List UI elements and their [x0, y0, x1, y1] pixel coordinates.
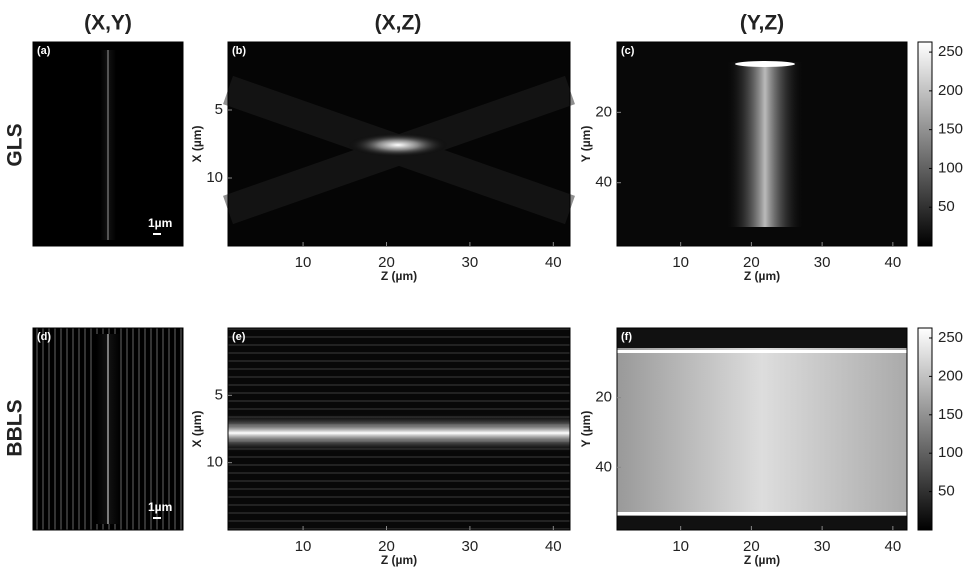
y-tick-label: 10	[206, 169, 223, 186]
x-axis-label: Z (µm)	[744, 553, 780, 567]
x-axis-label: Z (µm)	[744, 269, 780, 283]
panel-frame	[616, 41, 908, 247]
panel-images	[33, 42, 907, 530]
colorbar-tick-label: 200	[938, 82, 963, 99]
panel-frame	[616, 327, 908, 531]
x-axis-label: Z (µm)	[381, 553, 417, 567]
panel-label: (c)	[621, 45, 635, 57]
x-tick-label: 20	[743, 254, 760, 271]
colorbar-tick-label: 100	[938, 444, 963, 461]
colorbar-tick-label: 150	[938, 406, 963, 423]
y-tick-label: 20	[595, 389, 612, 406]
x-tick-label: 10	[672, 254, 689, 271]
x-tick-label: 40	[545, 254, 562, 271]
y-tick-label: 10	[206, 454, 223, 471]
column-title: (X,Z)	[375, 12, 422, 35]
x-tick-label: 40	[885, 538, 902, 555]
y-tick-label: 20	[595, 103, 612, 120]
x-tick-label: 30	[814, 538, 831, 555]
scale-bar-label: 1µm	[148, 216, 172, 230]
colorbar-tick-label: 150	[938, 121, 963, 138]
x-tick-label: 30	[462, 538, 479, 555]
x-tick-label: 10	[295, 254, 312, 271]
column-title: (Y,Z)	[740, 12, 784, 35]
panel-frame	[32, 327, 184, 531]
x-axis-label: Z (µm)	[381, 269, 417, 283]
panel-label: (e)	[232, 331, 246, 343]
x-tick-label: 20	[743, 538, 760, 555]
y-axis-label: X (µm)	[190, 411, 204, 448]
colorbar-tick-label: 250	[938, 329, 963, 346]
x-tick-label: 10	[295, 538, 312, 555]
panel-frame	[227, 41, 571, 247]
panel-label: (b)	[232, 45, 246, 57]
y-axis-label: Y (µm)	[579, 126, 593, 163]
y-axis-label: Y (µm)	[579, 411, 593, 448]
panel-label: (a)	[37, 45, 51, 57]
y-tick-label: 5	[215, 386, 223, 403]
colorbar-tick-label: 200	[938, 367, 963, 384]
x-tick-label: 10	[672, 538, 689, 555]
x-tick-label: 30	[814, 254, 831, 271]
y-tick-label: 5	[215, 101, 223, 118]
colorbar-tick-label: 50	[938, 483, 955, 500]
y-tick-label: 40	[595, 458, 612, 475]
colorbar	[917, 327, 933, 531]
colorbar-tick-label: 100	[938, 159, 963, 176]
x-tick-label: 40	[545, 538, 562, 555]
y-axis-label: X (µm)	[190, 126, 204, 163]
scale-bar-label: 1µm	[148, 500, 172, 514]
x-tick-label: 20	[378, 538, 395, 555]
panel-label: (f)	[621, 331, 632, 343]
colorbar-tick-label: 250	[938, 43, 963, 60]
colorbar-tick-label: 50	[938, 198, 955, 215]
column-title: (X,Y)	[84, 12, 132, 35]
x-tick-label: 40	[885, 254, 902, 271]
row-label: BBLS	[4, 399, 27, 456]
panel-label: (d)	[37, 331, 51, 343]
colorbar	[917, 41, 933, 247]
y-tick-label: 40	[595, 174, 612, 191]
x-tick-label: 20	[378, 254, 395, 271]
row-label: GLS	[4, 123, 27, 166]
x-tick-label: 30	[462, 254, 479, 271]
panel-frame	[32, 41, 184, 247]
panel-frame	[227, 327, 571, 531]
